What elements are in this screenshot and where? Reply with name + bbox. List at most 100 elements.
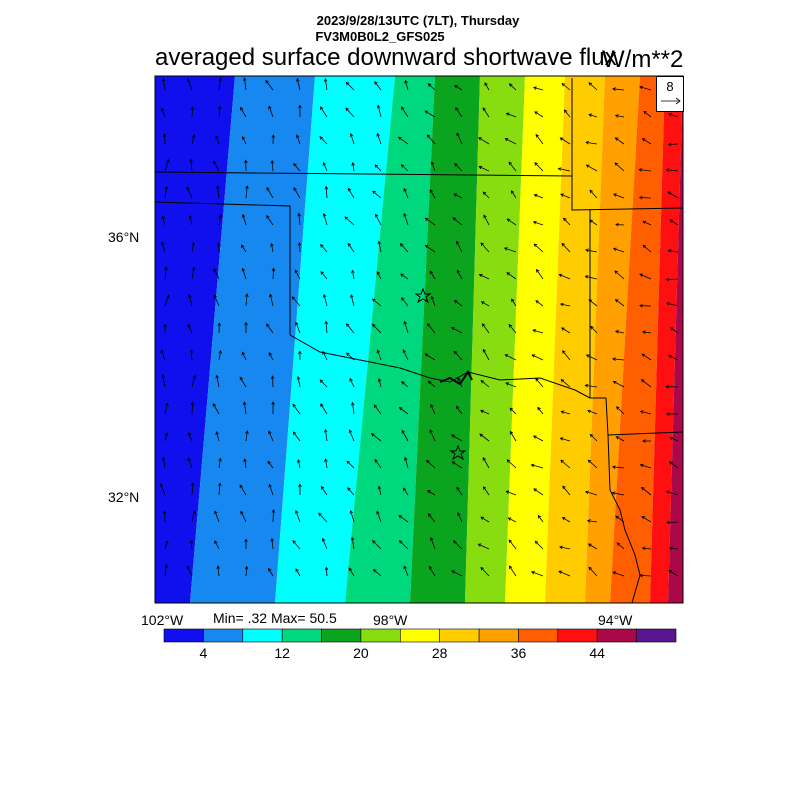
wind-vector bbox=[295, 509, 301, 523]
wind-vector bbox=[319, 379, 328, 388]
wind-vector bbox=[452, 217, 463, 226]
wind-vector bbox=[509, 430, 517, 442]
wind-vector bbox=[268, 430, 274, 442]
wind-vector bbox=[324, 566, 329, 577]
wind-vector bbox=[560, 193, 571, 199]
wind-vector bbox=[585, 354, 598, 361]
colorbar-swatch bbox=[203, 628, 244, 643]
wind-vector bbox=[427, 83, 436, 91]
wind-vector bbox=[563, 217, 571, 226]
wind-vector bbox=[190, 482, 195, 496]
station-markers bbox=[414, 287, 467, 461]
wind-vector bbox=[482, 323, 490, 334]
wind-vector bbox=[589, 433, 598, 442]
wind-vector bbox=[483, 214, 490, 226]
wind-vector bbox=[374, 459, 382, 469]
flux-band bbox=[345, 76, 435, 603]
wind-vector bbox=[666, 520, 679, 525]
wind-vector bbox=[558, 570, 571, 577]
wind-vector bbox=[584, 383, 598, 388]
wind-vector bbox=[612, 87, 625, 91]
wind-vector bbox=[587, 543, 598, 550]
wind-vector bbox=[293, 187, 301, 199]
arrow-right-icon bbox=[661, 97, 681, 105]
wind-vector bbox=[639, 303, 652, 308]
wind-vector bbox=[535, 300, 544, 307]
wind-vector bbox=[429, 189, 436, 199]
wind-vector bbox=[401, 429, 409, 442]
wind-vector bbox=[426, 134, 436, 145]
wind-vector bbox=[535, 133, 544, 145]
wind-vector bbox=[320, 403, 328, 415]
colorbar-label: 28 bbox=[431, 645, 448, 661]
wind-vector bbox=[216, 242, 221, 253]
wind-vector bbox=[560, 410, 571, 415]
wind-vector bbox=[587, 459, 598, 469]
wind-vector bbox=[478, 273, 490, 280]
colorbar-label: 36 bbox=[510, 645, 527, 661]
wind-vector bbox=[426, 323, 436, 334]
wind-vector bbox=[665, 490, 679, 496]
wind-vector bbox=[615, 436, 625, 442]
wind-vector bbox=[429, 270, 436, 280]
wind-vector bbox=[642, 439, 651, 443]
wind-vector bbox=[505, 490, 517, 496]
wind-vector bbox=[504, 354, 517, 361]
wind-vector bbox=[614, 270, 625, 280]
wind-vector bbox=[372, 569, 382, 577]
wind-vector bbox=[191, 374, 197, 388]
wind-vector bbox=[217, 322, 222, 334]
wind-vector bbox=[244, 565, 249, 577]
wind-vector bbox=[456, 132, 463, 145]
wind-vector bbox=[298, 104, 302, 118]
wind-vector bbox=[484, 82, 490, 91]
wind-vector bbox=[164, 294, 170, 307]
lat-label-32n: 32°N bbox=[108, 489, 140, 505]
wind-vector bbox=[480, 242, 490, 253]
wind-vector bbox=[162, 133, 167, 145]
wind-vector bbox=[213, 160, 220, 172]
wind-vector bbox=[351, 161, 355, 172]
station-marker bbox=[449, 444, 467, 461]
wind-vector bbox=[508, 565, 517, 577]
wind-vector bbox=[186, 186, 193, 199]
wind-vector bbox=[457, 512, 463, 523]
wind-vector bbox=[164, 185, 169, 199]
colorbar-label: 44 bbox=[589, 645, 605, 661]
wind-vector bbox=[270, 242, 274, 253]
colorbar-swatch bbox=[596, 628, 637, 643]
wind-vector bbox=[344, 216, 355, 226]
wind-vector bbox=[424, 217, 436, 226]
wind-vector bbox=[191, 510, 196, 523]
colorbar-swatch bbox=[163, 628, 204, 643]
wind-vector bbox=[430, 536, 436, 550]
wind-vector bbox=[266, 323, 274, 334]
wind-vector bbox=[218, 214, 223, 226]
wind-vector bbox=[480, 379, 490, 388]
colorbar bbox=[163, 628, 677, 643]
wind-vector bbox=[292, 403, 301, 415]
state-border bbox=[607, 434, 641, 603]
wind-vector bbox=[190, 401, 195, 415]
wind-vector bbox=[563, 109, 571, 118]
wind-vector bbox=[266, 186, 274, 199]
wind-vector bbox=[292, 540, 301, 550]
wind-vector bbox=[482, 348, 490, 361]
wind-vector bbox=[451, 461, 463, 469]
wind-vector bbox=[666, 301, 679, 307]
wind-vector bbox=[351, 269, 355, 280]
wind-vector bbox=[532, 435, 544, 442]
station-marker bbox=[414, 287, 432, 304]
wind-vector bbox=[190, 106, 195, 118]
wind-vector bbox=[372, 190, 382, 199]
wind-vector bbox=[218, 77, 223, 91]
wind-vector bbox=[424, 110, 436, 118]
wind-vector bbox=[374, 81, 382, 91]
wind-vector bbox=[346, 460, 355, 469]
wind-vector bbox=[589, 189, 598, 199]
wind-vector bbox=[214, 540, 220, 550]
wind-vector bbox=[245, 293, 249, 307]
wind-vector bbox=[324, 185, 329, 199]
wind-vector bbox=[478, 165, 490, 172]
wind-vector bbox=[161, 215, 166, 226]
